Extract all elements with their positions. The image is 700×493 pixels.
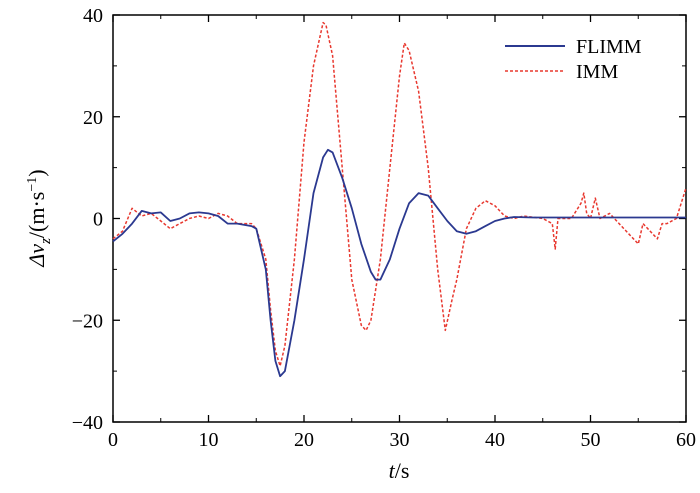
x-tick-label: 50 bbox=[581, 429, 601, 451]
y-axis-label-var: Δv bbox=[24, 244, 49, 268]
x-axis-label-var: t bbox=[389, 458, 396, 483]
y-axis-label-unit: /(m·s bbox=[24, 192, 49, 238]
y-axis-label-sub: z bbox=[38, 238, 54, 245]
x-tick-label: 0 bbox=[108, 429, 118, 451]
y-axis-ticks: −40 −20 0 20 40 bbox=[72, 5, 686, 434]
y-axis-label-exp: −1 bbox=[25, 177, 40, 192]
x-tick-label: 30 bbox=[390, 429, 410, 451]
x-tick-label: 40 bbox=[485, 429, 505, 451]
series-line-flimm bbox=[112, 148, 686, 378]
series-line-imm bbox=[112, 21, 687, 367]
y-axis-label-close: ) bbox=[24, 169, 49, 176]
x-axis-ticks: 0 10 20 30 40 50 60 bbox=[108, 15, 696, 451]
y-tick-label: 20 bbox=[83, 107, 103, 129]
x-axis-label: t/s bbox=[389, 458, 410, 483]
legend-label-imm: IMM bbox=[576, 61, 618, 83]
y-tick-label: 40 bbox=[83, 5, 103, 27]
legend: FLIMM IMM bbox=[505, 36, 642, 83]
y-tick-label: 0 bbox=[93, 209, 103, 231]
y-tick-label: −20 bbox=[72, 310, 103, 332]
x-axis-label-unit: /s bbox=[395, 458, 410, 483]
series-lines bbox=[112, 21, 687, 378]
y-tick-label: −40 bbox=[72, 412, 103, 434]
y-axis-label: Δvz/(m·s−1) bbox=[24, 169, 54, 267]
x-tick-label: 20 bbox=[294, 429, 314, 451]
legend-label-flimm: FLIMM bbox=[576, 36, 642, 58]
x-tick-label: 10 bbox=[199, 429, 219, 451]
x-tick-label: 60 bbox=[676, 429, 696, 451]
